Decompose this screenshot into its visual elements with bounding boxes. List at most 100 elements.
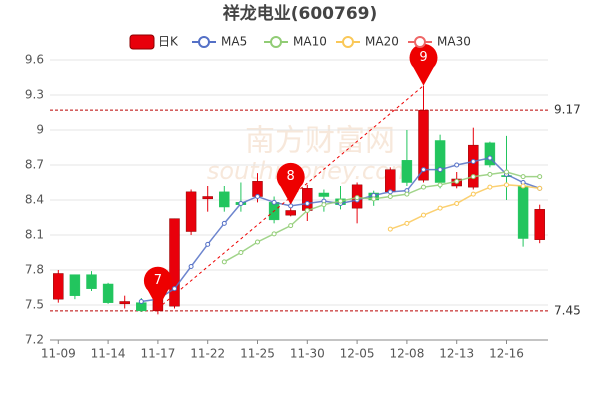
ma-point: [188, 264, 194, 269]
legend-label: MA10: [293, 35, 327, 49]
y-tick-label: 8.1: [25, 228, 44, 242]
candle-body: [185, 191, 197, 232]
y-tick-label: 7.8: [25, 263, 44, 277]
ma-point: [404, 191, 410, 197]
candle-body: [302, 188, 313, 211]
annotation-pin: [276, 162, 305, 205]
ma-point: [172, 286, 177, 292]
candle-body: [434, 140, 446, 183]
ma-point: [437, 182, 443, 188]
candle-body: [219, 191, 230, 208]
ma-point: [421, 184, 426, 190]
ma-point: [520, 183, 526, 189]
ma-point: [470, 191, 476, 197]
x-tick-label: 11-17: [140, 347, 175, 361]
x-tick-label: 11-14: [91, 347, 126, 361]
ma-point: [338, 198, 343, 204]
candle-body: [102, 283, 114, 303]
legend: 日K MA5 MA10 MA20 MA30: [129, 34, 471, 50]
legend-label: MA20: [365, 35, 399, 49]
ma-point: [138, 299, 144, 304]
candle-body: [169, 218, 180, 307]
y-tick-label: 8.4: [25, 193, 44, 207]
x-tick-label: 11-09: [41, 347, 76, 361]
y-tick-label: 9.6: [25, 53, 44, 67]
x-tick-label: 12-05: [340, 347, 375, 361]
legend-swatch: [129, 34, 155, 50]
ma-point: [470, 159, 476, 164]
legend-swatch: [414, 36, 426, 48]
ma-point: [487, 184, 493, 190]
candle-body: [202, 196, 213, 200]
ma-point: [537, 185, 543, 191]
ma-point: [288, 223, 294, 229]
annotation-label: 8: [287, 169, 295, 184]
candle-body: [119, 301, 130, 305]
ma-point: [255, 194, 260, 199]
watermark: 南方财富网: [245, 124, 395, 159]
ma-point: [437, 205, 443, 211]
ma-point: [238, 201, 244, 206]
legend-label: MA30: [437, 35, 471, 49]
ma-point: [504, 182, 509, 188]
x-tick-label: 11-30: [290, 347, 325, 361]
ma-line: [390, 184, 540, 230]
x-tick-label: 11-25: [240, 347, 275, 361]
ma-point: [520, 174, 526, 180]
candle-body: [86, 274, 97, 289]
annotation-label: 7: [154, 273, 162, 288]
annotation-pin: [143, 266, 172, 309]
candle-body: [285, 210, 296, 216]
legend-swatch: [270, 36, 282, 48]
ma-point: [304, 208, 310, 213]
ma-point: [205, 241, 211, 247]
candle-body: [318, 192, 330, 197]
reference-label: 9.17: [554, 103, 581, 117]
candle-body: [385, 169, 396, 193]
candle-body: [534, 209, 545, 240]
candle-body: [53, 273, 64, 300]
candle-body: [484, 142, 496, 166]
ma-point: [271, 199, 277, 205]
x-tick-label: 12-08: [389, 347, 424, 361]
y-tick-label: 9.3: [25, 88, 44, 102]
ma-point: [454, 178, 460, 184]
ma-point: [537, 174, 543, 180]
x-tick-label: 12-16: [489, 347, 524, 361]
ma-point: [387, 226, 393, 232]
legend-swatch: [342, 36, 354, 48]
ma-point: [321, 202, 327, 208]
ma-point: [421, 167, 426, 173]
legend-label: 日K: [158, 35, 179, 49]
ma-point: [354, 195, 360, 201]
ma-point: [371, 196, 377, 202]
legend-label: MA5: [221, 35, 247, 49]
reference-label: 7.45: [554, 303, 581, 317]
ma-point: [504, 169, 509, 175]
y-tick-label: 9: [36, 123, 44, 137]
ma-point: [487, 171, 493, 177]
ma-point: [221, 259, 227, 265]
ma-point: [387, 189, 393, 195]
trend-line: [157, 85, 424, 309]
ma-point: [421, 212, 426, 218]
chart-title: 祥龙电业(600769): [223, 3, 378, 24]
x-tick-label: 11-22: [190, 347, 225, 361]
ma-point: [470, 174, 476, 180]
candle-body: [517, 185, 529, 239]
candle-body: [468, 144, 479, 188]
ma-point: [487, 155, 493, 161]
candle-body: [401, 160, 413, 183]
ma-point: [304, 201, 310, 206]
annotation-label: 9: [419, 50, 427, 65]
ma-line: [223, 171, 540, 263]
ma-point: [238, 250, 244, 255]
legend-swatch: [198, 36, 210, 48]
annotation-pin: [409, 43, 438, 86]
y-tick-label: 7.2: [25, 333, 44, 347]
y-tick-label: 7.5: [25, 298, 44, 312]
ma-point: [255, 239, 260, 245]
